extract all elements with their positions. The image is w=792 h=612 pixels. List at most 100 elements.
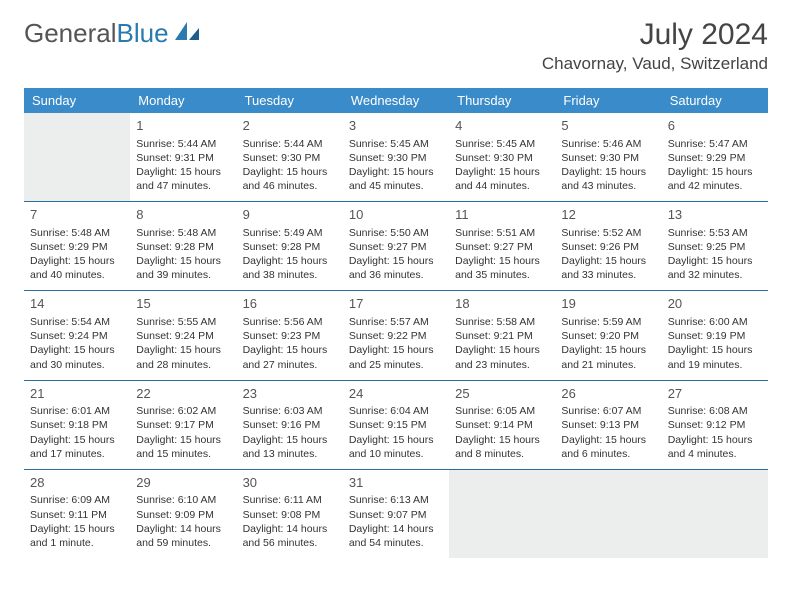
sunset-line: Sunset: 9:18 PM — [30, 418, 124, 432]
sunset-line: Sunset: 9:07 PM — [349, 508, 443, 522]
day-number: 31 — [349, 474, 443, 492]
sunset-line: Sunset: 9:19 PM — [668, 329, 762, 343]
sunset-line: Sunset: 9:13 PM — [561, 418, 655, 432]
sunset-line: Sunset: 9:31 PM — [136, 151, 230, 165]
day-number: 12 — [561, 206, 655, 224]
daylight-line: Daylight: 15 hours and 40 minutes. — [30, 254, 124, 282]
sunrise-line: Sunrise: 6:01 AM — [30, 404, 124, 418]
sunset-line: Sunset: 9:12 PM — [668, 418, 762, 432]
sunrise-line: Sunrise: 5:48 AM — [136, 226, 230, 240]
calendar-day-cell: 1Sunrise: 5:44 AMSunset: 9:31 PMDaylight… — [130, 113, 236, 202]
sunrise-line: Sunrise: 6:03 AM — [243, 404, 337, 418]
calendar-week-row: 1Sunrise: 5:44 AMSunset: 9:31 PMDaylight… — [24, 113, 768, 202]
calendar-day-cell: 26Sunrise: 6:07 AMSunset: 9:13 PMDayligh… — [555, 380, 661, 469]
sunrise-line: Sunrise: 5:44 AM — [243, 137, 337, 151]
sunrise-line: Sunrise: 6:11 AM — [243, 493, 337, 507]
weekday-header: Tuesday — [237, 88, 343, 113]
day-number: 29 — [136, 474, 230, 492]
sunrise-line: Sunrise: 6:09 AM — [30, 493, 124, 507]
calendar-week-row: 14Sunrise: 5:54 AMSunset: 9:24 PMDayligh… — [24, 291, 768, 380]
sail-icon — [173, 18, 201, 49]
sunset-line: Sunset: 9:21 PM — [455, 329, 549, 343]
sunset-line: Sunset: 9:11 PM — [30, 508, 124, 522]
sunset-line: Sunset: 9:28 PM — [136, 240, 230, 254]
sunrise-line: Sunrise: 6:04 AM — [349, 404, 443, 418]
day-number: 19 — [561, 295, 655, 313]
calendar-day-cell: 21Sunrise: 6:01 AMSunset: 9:18 PMDayligh… — [24, 380, 130, 469]
sunset-line: Sunset: 9:14 PM — [455, 418, 549, 432]
sunset-line: Sunset: 9:09 PM — [136, 508, 230, 522]
sunset-line: Sunset: 9:24 PM — [30, 329, 124, 343]
day-number: 23 — [243, 385, 337, 403]
daylight-line: Daylight: 15 hours and 10 minutes. — [349, 433, 443, 461]
calendar-day-cell: 17Sunrise: 5:57 AMSunset: 9:22 PMDayligh… — [343, 291, 449, 380]
sunset-line: Sunset: 9:16 PM — [243, 418, 337, 432]
sunset-line: Sunset: 9:15 PM — [349, 418, 443, 432]
day-number: 17 — [349, 295, 443, 313]
calendar-day-cell: 4Sunrise: 5:45 AMSunset: 9:30 PMDaylight… — [449, 113, 555, 202]
sunset-line: Sunset: 9:24 PM — [136, 329, 230, 343]
day-number: 27 — [668, 385, 762, 403]
calendar-body: 1Sunrise: 5:44 AMSunset: 9:31 PMDaylight… — [24, 113, 768, 558]
daylight-line: Daylight: 15 hours and 42 minutes. — [668, 165, 762, 193]
calendar-day-cell: 18Sunrise: 5:58 AMSunset: 9:21 PMDayligh… — [449, 291, 555, 380]
day-number: 15 — [136, 295, 230, 313]
calendar-day-cell: 20Sunrise: 6:00 AMSunset: 9:19 PMDayligh… — [662, 291, 768, 380]
calendar-day-cell: 7Sunrise: 5:48 AMSunset: 9:29 PMDaylight… — [24, 202, 130, 291]
calendar-day-cell: 8Sunrise: 5:48 AMSunset: 9:28 PMDaylight… — [130, 202, 236, 291]
sunrise-line: Sunrise: 5:50 AM — [349, 226, 443, 240]
sunset-line: Sunset: 9:30 PM — [455, 151, 549, 165]
daylight-line: Daylight: 15 hours and 4 minutes. — [668, 433, 762, 461]
calendar-day-cell: 22Sunrise: 6:02 AMSunset: 9:17 PMDayligh… — [130, 380, 236, 469]
sunset-line: Sunset: 9:20 PM — [561, 329, 655, 343]
calendar-day-cell: 15Sunrise: 5:55 AMSunset: 9:24 PMDayligh… — [130, 291, 236, 380]
weekday-header: Wednesday — [343, 88, 449, 113]
calendar-day-cell: 5Sunrise: 5:46 AMSunset: 9:30 PMDaylight… — [555, 113, 661, 202]
day-number: 4 — [455, 117, 549, 135]
daylight-line: Daylight: 15 hours and 38 minutes. — [243, 254, 337, 282]
calendar-day-cell: 27Sunrise: 6:08 AMSunset: 9:12 PMDayligh… — [662, 380, 768, 469]
sunrise-line: Sunrise: 5:48 AM — [30, 226, 124, 240]
calendar-day-cell: 14Sunrise: 5:54 AMSunset: 9:24 PMDayligh… — [24, 291, 130, 380]
daylight-line: Daylight: 15 hours and 13 minutes. — [243, 433, 337, 461]
day-number: 22 — [136, 385, 230, 403]
day-number: 13 — [668, 206, 762, 224]
calendar-empty-cell — [662, 469, 768, 558]
daylight-line: Daylight: 15 hours and 32 minutes. — [668, 254, 762, 282]
day-number: 21 — [30, 385, 124, 403]
day-number: 30 — [243, 474, 337, 492]
sunrise-line: Sunrise: 5:53 AM — [668, 226, 762, 240]
calendar-day-cell: 24Sunrise: 6:04 AMSunset: 9:15 PMDayligh… — [343, 380, 449, 469]
sunrise-line: Sunrise: 5:45 AM — [349, 137, 443, 151]
header: GeneralBlue July 2024 Chavornay, Vaud, S… — [24, 18, 768, 74]
daylight-line: Daylight: 15 hours and 46 minutes. — [243, 165, 337, 193]
sunrise-line: Sunrise: 6:05 AM — [455, 404, 549, 418]
sunrise-line: Sunrise: 6:00 AM — [668, 315, 762, 329]
brand-part2: Blue — [117, 18, 169, 49]
calendar-day-cell: 6Sunrise: 5:47 AMSunset: 9:29 PMDaylight… — [662, 113, 768, 202]
sunset-line: Sunset: 9:30 PM — [349, 151, 443, 165]
calendar-day-cell: 3Sunrise: 5:45 AMSunset: 9:30 PMDaylight… — [343, 113, 449, 202]
calendar-day-cell: 16Sunrise: 5:56 AMSunset: 9:23 PMDayligh… — [237, 291, 343, 380]
calendar-day-cell: 12Sunrise: 5:52 AMSunset: 9:26 PMDayligh… — [555, 202, 661, 291]
calendar-empty-cell — [555, 469, 661, 558]
weekday-header: Sunday — [24, 88, 130, 113]
sunrise-line: Sunrise: 5:52 AM — [561, 226, 655, 240]
sunrise-line: Sunrise: 5:46 AM — [561, 137, 655, 151]
day-number: 14 — [30, 295, 124, 313]
sunset-line: Sunset: 9:27 PM — [349, 240, 443, 254]
calendar-day-cell: 30Sunrise: 6:11 AMSunset: 9:08 PMDayligh… — [237, 469, 343, 558]
daylight-line: Daylight: 15 hours and 19 minutes. — [668, 343, 762, 371]
sunset-line: Sunset: 9:08 PM — [243, 508, 337, 522]
day-number: 7 — [30, 206, 124, 224]
daylight-line: Daylight: 15 hours and 36 minutes. — [349, 254, 443, 282]
sunset-line: Sunset: 9:28 PM — [243, 240, 337, 254]
weekday-header: Saturday — [662, 88, 768, 113]
calendar-day-cell: 9Sunrise: 5:49 AMSunset: 9:28 PMDaylight… — [237, 202, 343, 291]
sunrise-line: Sunrise: 6:13 AM — [349, 493, 443, 507]
daylight-line: Daylight: 14 hours and 54 minutes. — [349, 522, 443, 550]
daylight-line: Daylight: 15 hours and 47 minutes. — [136, 165, 230, 193]
sunrise-line: Sunrise: 5:57 AM — [349, 315, 443, 329]
sunrise-line: Sunrise: 5:49 AM — [243, 226, 337, 240]
daylight-line: Daylight: 15 hours and 21 minutes. — [561, 343, 655, 371]
